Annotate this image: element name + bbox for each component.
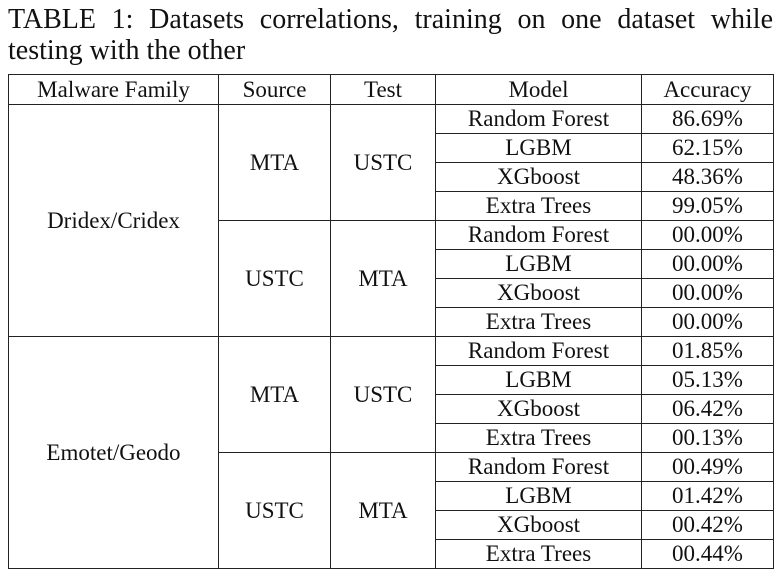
accuracy-cell: 00.00%	[641, 307, 774, 337]
header-model: Model	[435, 74, 642, 105]
table-row: LGBM 05.13%	[9, 365, 774, 395]
accuracy-cell: 00.00%	[641, 220, 774, 250]
header-row: Malware Family Source Test Model Accurac…	[8, 74, 774, 105]
source-cell: USTC	[218, 220, 331, 337]
accuracy-cell: 05.13%	[641, 365, 774, 395]
table-row: Extra Trees 00.13%	[9, 423, 774, 453]
model-cell: LGBM	[435, 249, 642, 279]
accuracy-cell: 06.42%	[641, 394, 774, 424]
header-source: Source	[218, 74, 331, 105]
accuracy-cell: 99.05%	[641, 191, 774, 221]
model-cell: LGBM	[435, 481, 642, 511]
accuracy-cell: 00.00%	[641, 278, 774, 308]
table-row: USTC MTA Random Forest 00.49%	[9, 452, 774, 569]
model-cell: Random Forest	[435, 104, 642, 134]
accuracy-cell: 00.00%	[641, 249, 774, 279]
test-cell: MTA	[330, 220, 436, 337]
model-cell: XGboost	[435, 394, 642, 424]
source-cell: USTC	[218, 452, 331, 569]
table-row: Extra Trees 00.00%	[9, 307, 774, 337]
header-test: Test	[330, 74, 436, 105]
model-cell: Extra Trees	[435, 423, 642, 453]
table-row: LGBM 01.42%	[9, 481, 774, 511]
model-cell: XGboost	[435, 278, 642, 308]
table-row: Emotet/Geodo MTA USTC Random Forest 01.85%	[8, 336, 774, 569]
table-row: LGBM 00.00%	[9, 249, 774, 279]
accuracy-cell: 01.42%	[641, 481, 774, 511]
model-cell: Extra Trees	[435, 307, 642, 337]
model-cell: Random Forest	[435, 452, 642, 482]
malware-family-cell: Dridex/Cridex	[8, 104, 219, 337]
model-cell: Extra Trees	[435, 191, 642, 221]
accuracy-cell: 86.69%	[641, 104, 774, 134]
model-cell: LGBM	[435, 365, 642, 395]
accuracy-cell: 01.85%	[641, 336, 774, 366]
table-body: Dridex/Cridex MTA USTC Random Forest 86.69% L…	[8, 104, 774, 569]
table-row: USTC MTA Random Forest 00.00%	[9, 220, 774, 337]
malware-family-cell: Emotet/Geodo	[8, 336, 219, 569]
accuracy-cell: 00.42%	[641, 510, 774, 540]
table-caption: TABLE 1: Datasets correlations, training…	[8, 4, 773, 66]
model-cell: Random Forest	[435, 336, 642, 366]
accuracy-cell: 00.13%	[641, 423, 774, 453]
accuracy-cell: 48.36%	[641, 162, 774, 192]
model-cell: XGboost	[435, 162, 642, 192]
header-malware-family: Malware Family	[8, 74, 219, 105]
accuracy-cell: 00.44%	[641, 539, 774, 569]
test-cell: MTA	[330, 452, 436, 569]
model-cell: XGboost	[435, 510, 642, 540]
model-cell: Extra Trees	[435, 539, 642, 569]
model-cell: LGBM	[435, 133, 642, 163]
header-accuracy: Accuracy	[641, 74, 774, 105]
table-row: Extra Trees 00.44%	[9, 539, 774, 569]
table-row: XGboost 06.42%	[9, 394, 774, 424]
source-cell: MTA	[218, 104, 331, 221]
results-table: Malware Family Source Test Model Accurac…	[8, 74, 774, 569]
test-cell: USTC	[330, 336, 436, 453]
table-row: XGboost 00.00%	[9, 278, 774, 308]
source-cell: MTA	[218, 336, 331, 453]
accuracy-cell: 00.49%	[641, 452, 774, 482]
table-row: LGBM 62.15%	[9, 133, 774, 163]
test-cell: USTC	[330, 104, 436, 221]
accuracy-cell: 62.15%	[641, 133, 774, 163]
model-cell: Random Forest	[435, 220, 642, 250]
table-row: Dridex/Cridex MTA USTC Random Forest 86.69%	[8, 104, 774, 337]
